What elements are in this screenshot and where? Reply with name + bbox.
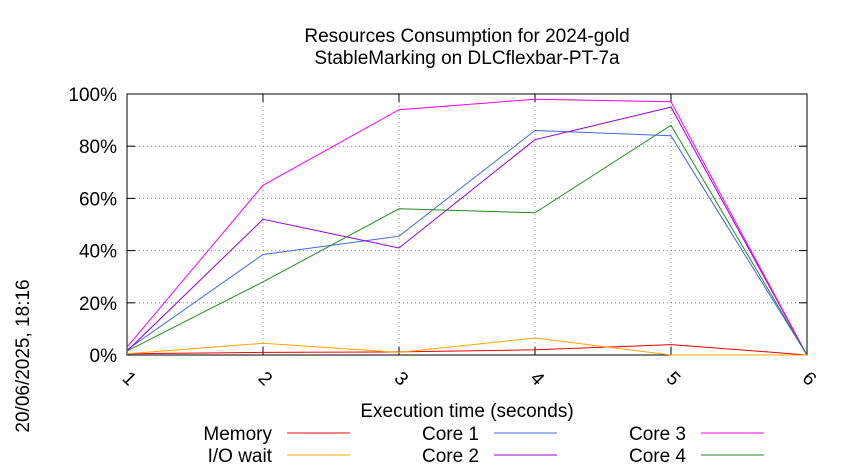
y-tick-label: 40% [79, 242, 117, 263]
y-tick-label: 20% [79, 294, 117, 315]
side-timestamp-label: 20/06/2025, 18:16 [13, 279, 34, 432]
series-line-memory [126, 344, 808, 356]
series-line-core-3 [126, 98, 808, 356]
x-tick-label: 5 [662, 368, 684, 390]
series-lines [126, 98, 808, 356]
series-line-core-2 [126, 106, 808, 356]
y-tick-label: 80% [79, 137, 117, 158]
series-line-i-o-wait [126, 337, 807, 356]
x-tick-label: 3 [390, 368, 412, 390]
legend-label: Core 1 [422, 424, 479, 445]
plot-frame [126, 93, 808, 356]
x-axis-label: Execution time (seconds) [360, 401, 573, 422]
y-tick-label: 0% [90, 346, 118, 367]
grid-lines [127, 94, 807, 355]
x-tick-label: 6 [798, 368, 820, 390]
x-tick-label: 4 [526, 368, 549, 391]
plot-area: 0% 20% 40% 60% 80% 100% 1 2 3 4 5 6 [68, 85, 820, 391]
chart-subtitle: StableMarking on DLCflexbar-PT-7a [314, 48, 620, 69]
series-line-core-4 [126, 124, 808, 356]
y-tick-label: 100% [68, 85, 117, 106]
y-axis-tick-labels: 0% 20% 40% 60% 80% 100% [68, 85, 117, 367]
x-axis-tick-labels: 1 2 3 4 5 6 [118, 368, 820, 391]
chart-title: Resources Consumption for 2024-gold [304, 26, 629, 47]
legend-label: Core 4 [629, 446, 686, 467]
axis-ticks [126, 93, 808, 356]
x-tick-label: 1 [118, 368, 140, 390]
legend-label: Memory [203, 424, 272, 445]
legend-label: Core 2 [422, 446, 479, 467]
series-line-core-1 [126, 129, 808, 356]
legend-label: Core 3 [629, 424, 686, 445]
y-tick-label: 60% [79, 189, 117, 210]
x-tick-label: 2 [254, 368, 276, 390]
legend-label: I/O wait [208, 446, 273, 467]
